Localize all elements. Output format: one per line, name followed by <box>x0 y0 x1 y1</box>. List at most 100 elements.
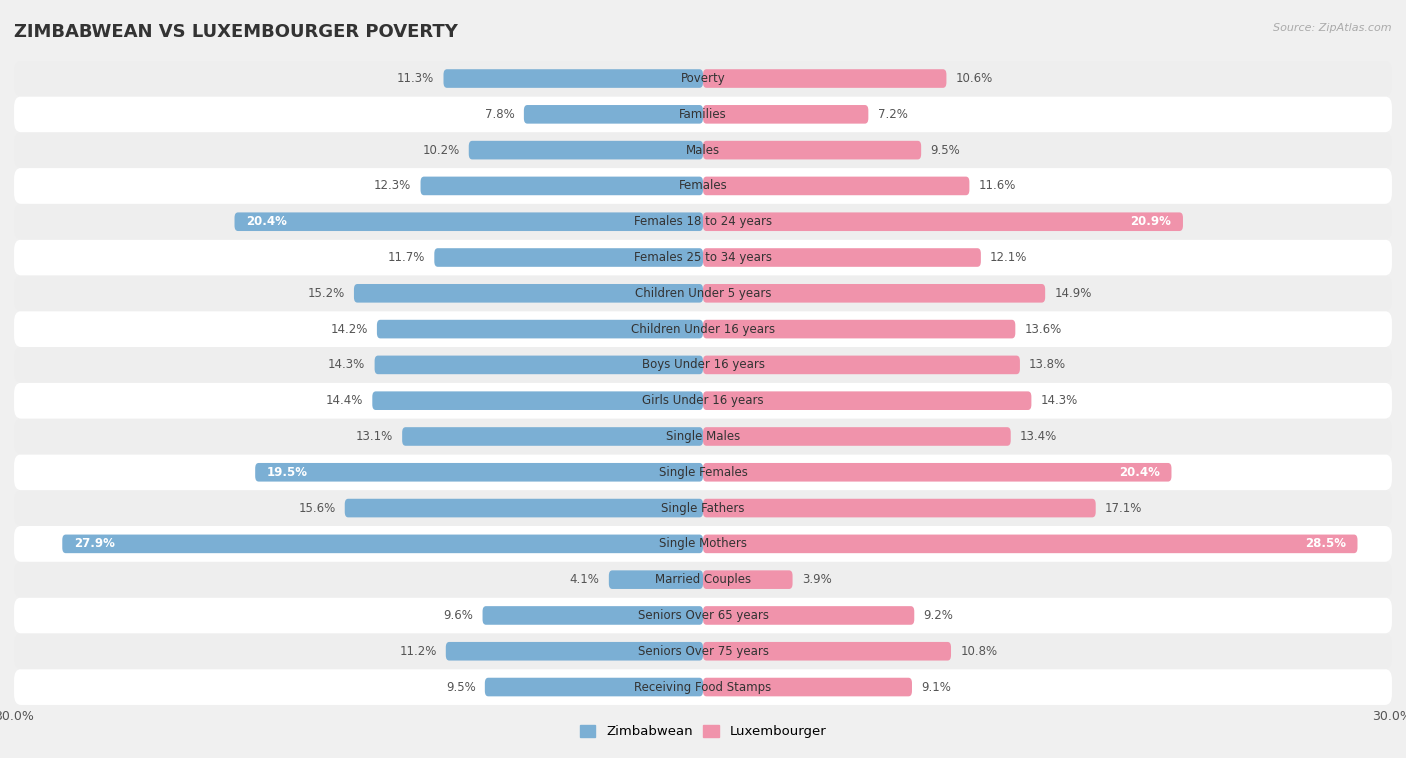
Text: Single Males: Single Males <box>666 430 740 443</box>
Text: 12.3%: 12.3% <box>374 180 412 193</box>
FancyBboxPatch shape <box>14 204 1392 240</box>
FancyBboxPatch shape <box>703 212 1182 231</box>
FancyBboxPatch shape <box>703 105 869 124</box>
FancyBboxPatch shape <box>434 248 703 267</box>
FancyBboxPatch shape <box>14 454 1392 490</box>
Text: 9.5%: 9.5% <box>931 143 960 157</box>
FancyBboxPatch shape <box>703 570 793 589</box>
Text: 27.9%: 27.9% <box>73 537 115 550</box>
Text: Girls Under 16 years: Girls Under 16 years <box>643 394 763 407</box>
Text: 15.6%: 15.6% <box>298 502 336 515</box>
FancyBboxPatch shape <box>14 597 1392 634</box>
Text: 20.4%: 20.4% <box>246 215 287 228</box>
Text: 13.4%: 13.4% <box>1019 430 1057 443</box>
Text: Married Couples: Married Couples <box>655 573 751 586</box>
Text: 12.1%: 12.1% <box>990 251 1028 264</box>
FancyBboxPatch shape <box>14 634 1392 669</box>
FancyBboxPatch shape <box>446 642 703 660</box>
Text: 11.3%: 11.3% <box>396 72 434 85</box>
FancyBboxPatch shape <box>235 212 703 231</box>
Text: 10.6%: 10.6% <box>956 72 993 85</box>
Text: Children Under 5 years: Children Under 5 years <box>634 287 772 300</box>
Legend: Zimbabwean, Luxembourger: Zimbabwean, Luxembourger <box>575 719 831 744</box>
FancyBboxPatch shape <box>703 284 1045 302</box>
FancyBboxPatch shape <box>256 463 703 481</box>
Text: Females: Females <box>679 180 727 193</box>
FancyBboxPatch shape <box>524 105 703 124</box>
Text: 19.5%: 19.5% <box>267 465 308 479</box>
FancyBboxPatch shape <box>703 499 1095 518</box>
FancyBboxPatch shape <box>344 499 703 518</box>
FancyBboxPatch shape <box>420 177 703 196</box>
Text: Single Females: Single Females <box>658 465 748 479</box>
FancyBboxPatch shape <box>703 428 1011 446</box>
Text: Males: Males <box>686 143 720 157</box>
FancyBboxPatch shape <box>703 320 1015 338</box>
Text: Source: ZipAtlas.com: Source: ZipAtlas.com <box>1274 23 1392 33</box>
FancyBboxPatch shape <box>485 678 703 697</box>
Text: 9.6%: 9.6% <box>443 609 474 622</box>
FancyBboxPatch shape <box>14 669 1392 705</box>
Text: 14.3%: 14.3% <box>1040 394 1078 407</box>
FancyBboxPatch shape <box>14 383 1392 418</box>
FancyBboxPatch shape <box>703 534 1358 553</box>
Text: 10.8%: 10.8% <box>960 645 997 658</box>
Text: Single Mothers: Single Mothers <box>659 537 747 550</box>
Text: 7.2%: 7.2% <box>877 108 907 121</box>
FancyBboxPatch shape <box>14 526 1392 562</box>
Text: 11.2%: 11.2% <box>399 645 437 658</box>
Text: 14.4%: 14.4% <box>326 394 363 407</box>
FancyBboxPatch shape <box>374 356 703 374</box>
Text: Females 25 to 34 years: Females 25 to 34 years <box>634 251 772 264</box>
Text: ZIMBABWEAN VS LUXEMBOURGER POVERTY: ZIMBABWEAN VS LUXEMBOURGER POVERTY <box>14 23 458 41</box>
Text: Poverty: Poverty <box>681 72 725 85</box>
Text: 10.2%: 10.2% <box>422 143 460 157</box>
FancyBboxPatch shape <box>14 562 1392 597</box>
FancyBboxPatch shape <box>609 570 703 589</box>
FancyBboxPatch shape <box>482 606 703 625</box>
FancyBboxPatch shape <box>14 490 1392 526</box>
FancyBboxPatch shape <box>402 428 703 446</box>
Text: 20.4%: 20.4% <box>1119 465 1160 479</box>
Text: 9.2%: 9.2% <box>924 609 953 622</box>
FancyBboxPatch shape <box>703 69 946 88</box>
Text: 28.5%: 28.5% <box>1305 537 1346 550</box>
FancyBboxPatch shape <box>14 168 1392 204</box>
FancyBboxPatch shape <box>443 69 703 88</box>
Text: 13.8%: 13.8% <box>1029 359 1066 371</box>
Text: Families: Families <box>679 108 727 121</box>
Text: 14.2%: 14.2% <box>330 323 368 336</box>
FancyBboxPatch shape <box>373 391 703 410</box>
FancyBboxPatch shape <box>703 141 921 159</box>
Text: 9.5%: 9.5% <box>446 681 475 694</box>
FancyBboxPatch shape <box>62 534 703 553</box>
Text: 7.8%: 7.8% <box>485 108 515 121</box>
Text: Seniors Over 65 years: Seniors Over 65 years <box>637 609 769 622</box>
FancyBboxPatch shape <box>703 678 912 697</box>
FancyBboxPatch shape <box>354 284 703 302</box>
Text: Receiving Food Stamps: Receiving Food Stamps <box>634 681 772 694</box>
Text: 17.1%: 17.1% <box>1105 502 1142 515</box>
FancyBboxPatch shape <box>14 132 1392 168</box>
Text: 20.9%: 20.9% <box>1130 215 1171 228</box>
FancyBboxPatch shape <box>703 463 1171 481</box>
Text: 14.9%: 14.9% <box>1054 287 1091 300</box>
FancyBboxPatch shape <box>14 240 1392 275</box>
FancyBboxPatch shape <box>703 606 914 625</box>
Text: 4.1%: 4.1% <box>569 573 599 586</box>
Text: 15.2%: 15.2% <box>308 287 344 300</box>
Text: 14.3%: 14.3% <box>328 359 366 371</box>
FancyBboxPatch shape <box>14 96 1392 132</box>
Text: 11.7%: 11.7% <box>388 251 425 264</box>
FancyBboxPatch shape <box>14 418 1392 454</box>
FancyBboxPatch shape <box>703 642 950 660</box>
FancyBboxPatch shape <box>703 177 969 196</box>
FancyBboxPatch shape <box>703 248 981 267</box>
Text: 3.9%: 3.9% <box>801 573 831 586</box>
FancyBboxPatch shape <box>14 61 1392 96</box>
Text: Boys Under 16 years: Boys Under 16 years <box>641 359 765 371</box>
FancyBboxPatch shape <box>14 347 1392 383</box>
FancyBboxPatch shape <box>703 391 1032 410</box>
Text: 13.6%: 13.6% <box>1025 323 1062 336</box>
Text: 9.1%: 9.1% <box>921 681 950 694</box>
